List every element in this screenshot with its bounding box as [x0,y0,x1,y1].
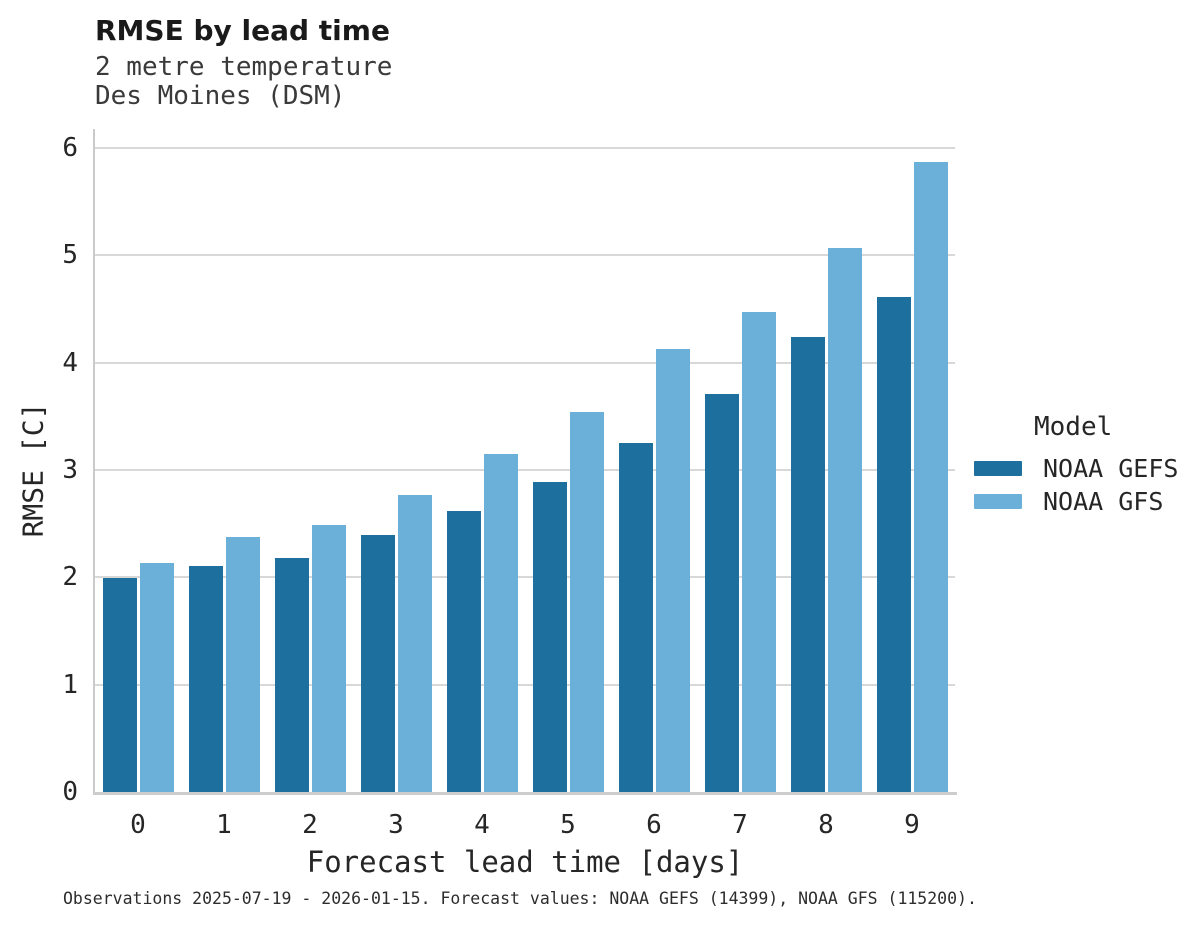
legend: Model NOAA GEFS NOAA GFS [974,412,1178,518]
title-block: RMSE by lead time 2 metre temperature De… [95,14,392,111]
bar-noaa-gefs-day-1 [188,565,223,792]
chart-subtitle-line-2: Des Moines (DSM) [95,81,346,111]
y-tick-label-0: 0 [62,777,78,807]
bar-group-day-5 [525,148,611,792]
legend-item-label: NOAA GEFS [1043,454,1179,483]
bar-noaa-gefs-day-6 [618,443,653,792]
bar-noaa-gfs-day-6 [655,348,690,792]
y-tick-label-5: 5 [62,240,78,271]
legend-item-noaa-gefs: NOAA GEFS [974,452,1178,485]
plot-area [93,129,957,795]
x-tick-label-4: 4 [474,810,490,840]
x-tick-label-7: 7 [732,810,748,840]
gridline-y-4 [95,361,955,364]
bar-group-day-9 [869,148,955,792]
bar-noaa-gefs-day-9 [876,297,911,792]
bar-group-day-2 [267,148,353,792]
x-tick-label-8: 8 [818,810,834,840]
bar-noaa-gfs-day-0 [139,563,174,792]
bar-noaa-gefs-day-5 [532,481,567,792]
footer-note: Observations 2025-07-19 - 2026-01-15. Fo… [63,889,977,908]
bar-noaa-gfs-day-1 [225,536,260,792]
x-tick-label-9: 9 [904,810,920,840]
y-tick-label-2: 2 [62,562,78,593]
bar-group-day-1 [181,148,267,792]
bar-noaa-gefs-day-2 [274,558,309,792]
x-tick-label-1: 1 [216,810,232,840]
x-tick-label-6: 6 [646,810,662,840]
legend-item-label: NOAA GFS [1043,487,1164,516]
y-tick-label-1: 1 [62,669,78,700]
legend-title: Model [1034,412,1113,442]
legend-swatch-noaa-gfs [974,494,1022,509]
gridline-y-5 [95,254,955,257]
chart-title: RMSE by lead time [95,14,390,47]
x-tick-label-2: 2 [302,810,318,840]
bar-group-day-4 [439,148,525,792]
bar-noaa-gfs-day-5 [569,412,604,792]
bar-group-day-0 [95,148,181,792]
bar-noaa-gefs-day-0 [102,578,137,792]
gridline-y-2 [95,576,955,579]
bar-noaa-gefs-day-4 [446,510,481,792]
gridline-y-6 [95,147,955,149]
bar-noaa-gfs-day-9 [913,161,948,792]
bar-group-day-3 [353,148,439,792]
bar-group-day-8 [783,148,869,792]
bar-group-day-7 [697,148,783,792]
bar-noaa-gfs-day-4 [483,453,518,792]
bar-noaa-gfs-day-7 [741,312,776,792]
legend-items: NOAA GEFS NOAA GFS [974,452,1178,518]
bar-noaa-gfs-day-2 [311,524,346,792]
y-tick-label-3: 3 [62,455,78,485]
bar-noaa-gfs-day-3 [397,494,432,792]
legend-swatch-noaa-gefs [974,461,1022,476]
gridline-y-1 [95,683,955,686]
legend-item-noaa-gfs: NOAA GFS [974,485,1178,518]
bar-group-day-6 [611,148,697,792]
bars-container [95,148,955,792]
bar-noaa-gefs-day-8 [790,336,825,792]
bar-noaa-gfs-day-8 [827,247,862,792]
x-tick-label-3: 3 [388,810,404,840]
bar-noaa-gefs-day-3 [360,535,395,792]
x-axis-label: Forecast lead time [days] [306,845,744,879]
x-tick-label-5: 5 [560,810,576,840]
gridline-y-3 [95,469,955,471]
chart-subtitle-line-1: 2 metre temperature [95,52,393,82]
y-tick-label-6: 6 [62,133,78,163]
x-tick-label-0: 0 [130,810,146,840]
y-axis-spine [93,129,95,795]
x-axis-spine [93,792,957,795]
y-tick-label-4: 4 [62,347,78,378]
bar-noaa-gefs-day-7 [704,393,739,792]
